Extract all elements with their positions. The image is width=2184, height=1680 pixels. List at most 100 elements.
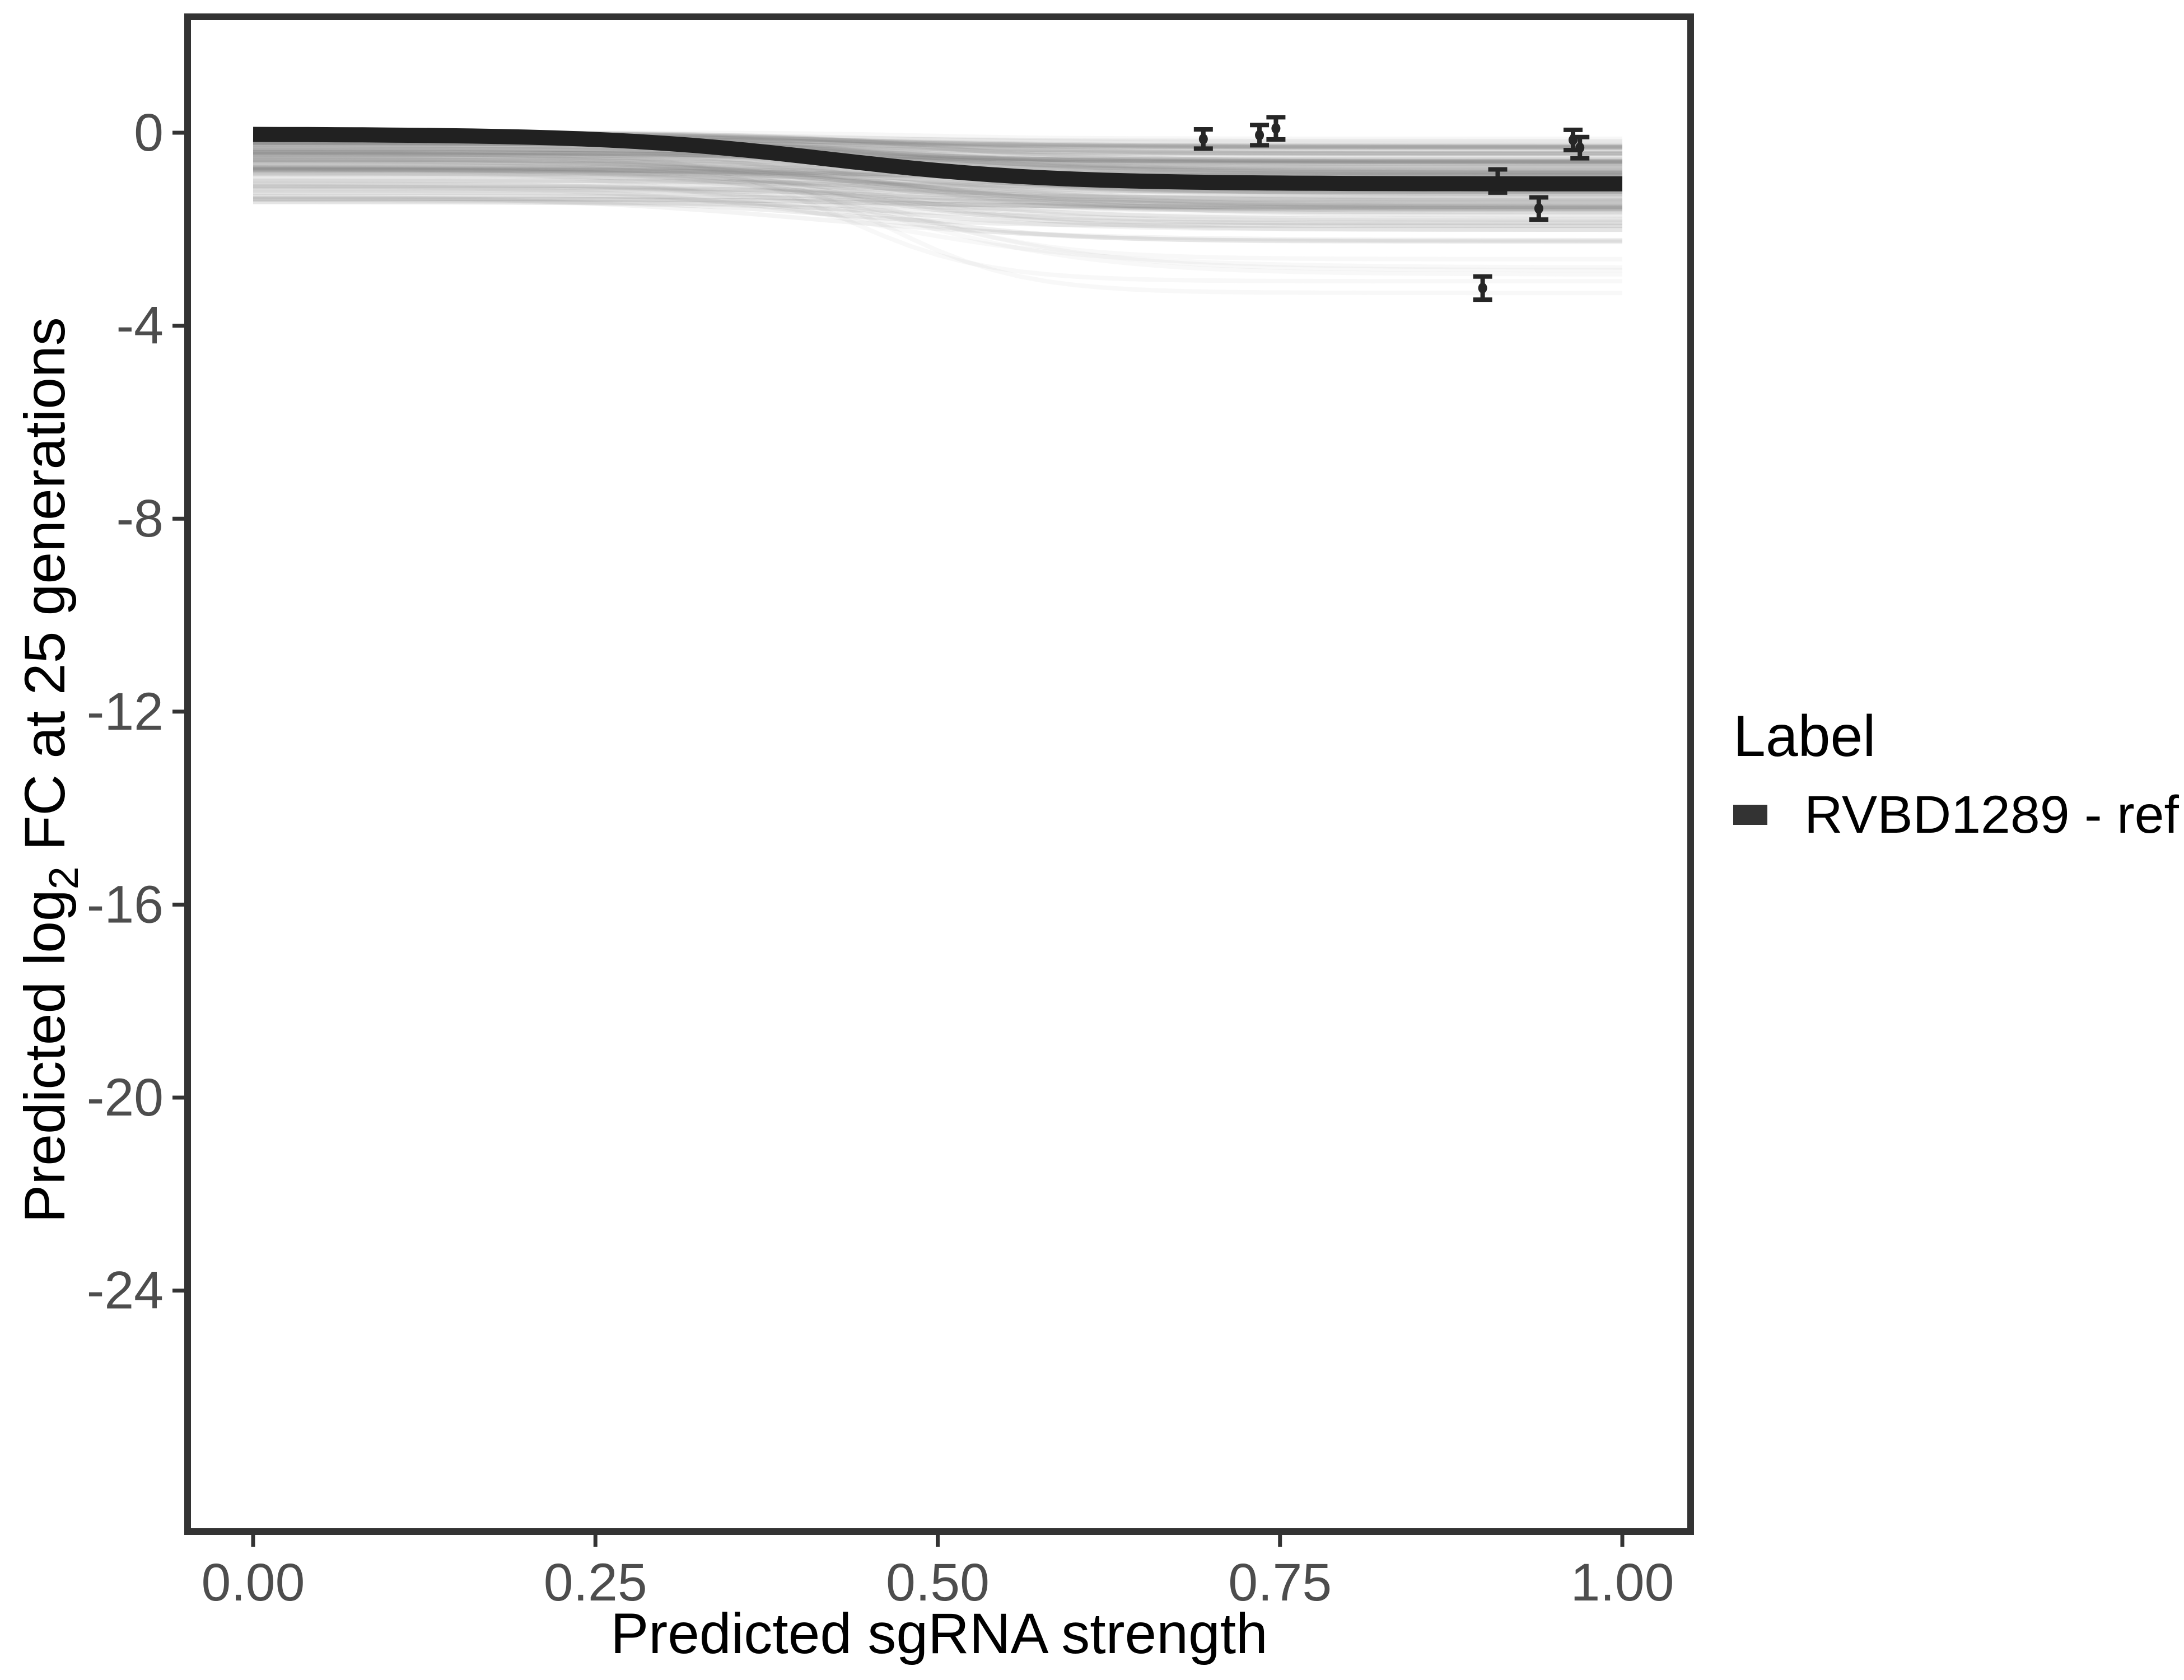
x-axis: 0.00 0.25 0.50 0.75 1.00 bbox=[202, 1532, 1674, 1612]
errorbar-point bbox=[1570, 134, 1590, 161]
legend: Label RVBD1289 - ref bbox=[1733, 704, 2179, 844]
ensemble-curve bbox=[253, 186, 1622, 198]
ensemble-curve bbox=[253, 183, 1622, 194]
ensemble-curve bbox=[253, 176, 1622, 221]
ensemble-curve bbox=[253, 150, 1622, 162]
ensemble-curve bbox=[253, 148, 1622, 284]
ensemble-curve bbox=[253, 166, 1622, 203]
ensemble-curve bbox=[253, 150, 1622, 211]
ensemble-curve bbox=[253, 157, 1622, 262]
point-marker bbox=[1478, 282, 1487, 293]
ensemble-curve bbox=[253, 157, 1622, 208]
ensemble-curve bbox=[253, 150, 1622, 277]
ensemble-curve bbox=[253, 199, 1622, 228]
ensemble-curve bbox=[253, 184, 1622, 245]
ensemble-curve bbox=[253, 189, 1622, 200]
ensemble-curve bbox=[253, 181, 1622, 218]
ensemble-curve bbox=[253, 144, 1622, 210]
ensemble-curve bbox=[253, 184, 1622, 211]
ensemble-curve bbox=[253, 194, 1622, 242]
y-tick-label: 0 bbox=[134, 103, 164, 162]
ensemble-curve bbox=[253, 141, 1622, 174]
ensemble-curve bbox=[253, 151, 1622, 162]
ensemble-curve bbox=[253, 170, 1623, 228]
ensemble-curve bbox=[253, 144, 1622, 157]
ensemble-curve bbox=[253, 151, 1622, 164]
ensemble-curve bbox=[253, 171, 1622, 206]
y-tick-label: -24 bbox=[87, 1261, 164, 1320]
ensemble-curve bbox=[253, 146, 1622, 206]
ensemble-curve bbox=[253, 142, 1622, 155]
errorbar-point bbox=[1193, 127, 1213, 151]
ensemble-curve bbox=[253, 191, 1622, 226]
y-axis: 0 -4 -8 -12 -16 -20 -24 bbox=[87, 103, 188, 1320]
ensemble-curve bbox=[253, 168, 1622, 225]
legend-item-label: RVBD1289 - ref bbox=[1804, 785, 2179, 844]
y-tick-label: -16 bbox=[87, 875, 164, 934]
ensemble-curve bbox=[253, 166, 1622, 273]
ensemble-curve bbox=[253, 190, 1622, 211]
ensemble-curve bbox=[253, 167, 1622, 194]
y-axis-title: Predicted log2 FC at 25 generations bbox=[13, 317, 87, 1222]
errorbar-point bbox=[1250, 123, 1270, 148]
x-tick-label: 0.75 bbox=[1228, 1553, 1332, 1612]
errorbar-point bbox=[1266, 115, 1286, 142]
ensemble-curve bbox=[253, 196, 1622, 244]
ensemble-curve bbox=[253, 159, 1622, 201]
point-marker bbox=[1271, 123, 1281, 134]
ensemble-curve bbox=[253, 153, 1622, 166]
ensemble-curve bbox=[253, 172, 1623, 207]
ensemble-curve bbox=[253, 158, 1623, 213]
point-marker bbox=[1534, 203, 1543, 214]
y-tick-label: -8 bbox=[116, 489, 164, 548]
ensemble-curve bbox=[253, 197, 1622, 209]
ensemble-curve bbox=[253, 161, 1622, 215]
ensemble-curve bbox=[253, 190, 1622, 202]
x-tick-label: 1.00 bbox=[1571, 1553, 1674, 1612]
ensemble-curve bbox=[253, 178, 1622, 194]
ensemble-curve bbox=[253, 165, 1622, 209]
x-tick-label: 0.25 bbox=[544, 1553, 647, 1612]
ensemble-curve bbox=[253, 186, 1622, 204]
legend-swatch bbox=[1733, 805, 1767, 825]
ensemble-curve bbox=[253, 161, 1622, 214]
ensemble-curve bbox=[253, 186, 1622, 222]
point-marker bbox=[1575, 142, 1585, 153]
ensemble-curve bbox=[253, 154, 1623, 218]
ensemble-curve bbox=[253, 141, 1622, 165]
ensemble-curve bbox=[253, 167, 1623, 232]
ensemble-curve bbox=[253, 149, 1622, 164]
ensemble-curve bbox=[253, 142, 1622, 162]
reference-line bbox=[253, 127, 1623, 192]
ensemble-curve bbox=[253, 152, 1622, 165]
point-marker bbox=[1198, 133, 1208, 144]
ensemble-curve bbox=[253, 194, 1622, 205]
ensemble-curve bbox=[253, 143, 1622, 156]
y-tick-label: -12 bbox=[87, 682, 164, 741]
errorbar-point bbox=[1529, 195, 1548, 222]
point-marker bbox=[1255, 129, 1264, 141]
ensemble-curve bbox=[253, 197, 1622, 223]
ensemble-curve bbox=[253, 156, 1622, 296]
ensemble-curve bbox=[253, 150, 1622, 164]
y-tick-label: -20 bbox=[87, 1068, 164, 1127]
ensemble-curve bbox=[253, 195, 1622, 209]
ensemble-curve bbox=[253, 199, 1623, 213]
x-tick-label: 0.50 bbox=[886, 1553, 990, 1612]
ensemble-curve bbox=[253, 159, 1623, 210]
legend-title: Label bbox=[1733, 704, 1875, 769]
ensemble-curve bbox=[253, 165, 1623, 270]
x-tick-label: 0.00 bbox=[202, 1553, 305, 1612]
y-tick-label: -4 bbox=[116, 296, 164, 356]
ensemble-curve bbox=[253, 146, 1622, 164]
ensemble-curve bbox=[253, 164, 1622, 194]
errorbar-point bbox=[1473, 274, 1492, 302]
ensemble-curve bbox=[253, 183, 1622, 212]
ensemble-curve bbox=[253, 169, 1622, 228]
ensemble-curve bbox=[253, 147, 1622, 169]
ensemble-curve bbox=[253, 165, 1622, 208]
ensemble-curve bbox=[253, 156, 1622, 211]
